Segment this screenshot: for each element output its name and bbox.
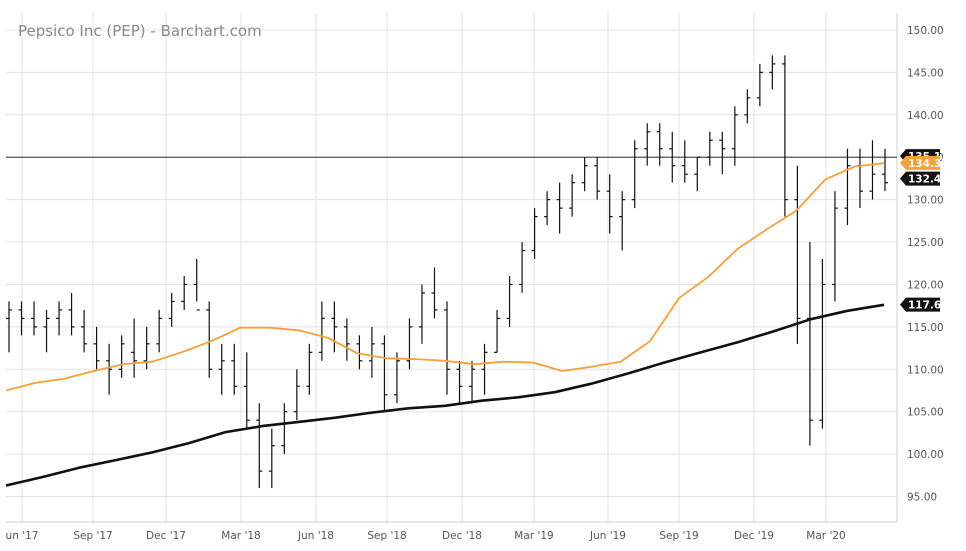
x-tick-label: un '17 — [6, 530, 39, 542]
x-tick-label: Sep '19 — [659, 530, 698, 542]
x-tick-label: Sep '18 — [367, 530, 406, 542]
moving-average-50-line — [5, 162, 885, 392]
moving-average-200-line — [5, 303, 885, 487]
price-badge — [900, 171, 940, 186]
x-tick-label: Dec '18 — [442, 530, 482, 542]
y-tick-label: 130.00 — [907, 195, 944, 207]
y-tick-label: 100.00 — [907, 449, 944, 461]
x-tick-label: Dec '17 — [146, 530, 186, 542]
y-tick-label: 145.00 — [907, 67, 944, 79]
y-tick-label: 110.00 — [907, 364, 944, 376]
price-badge — [900, 155, 940, 170]
price-badge-label: 132.47 — [908, 174, 949, 186]
x-tick-label: Jun '19 — [589, 530, 626, 542]
price-badge-label: 117.63 — [908, 300, 949, 312]
y-tick-label: 125.00 — [907, 237, 944, 249]
y-tick-label: 120.00 — [907, 279, 944, 291]
chart-title: Pepsico Inc (PEP) - Barchart.com — [18, 22, 262, 40]
y-tick-label: 140.00 — [907, 110, 944, 122]
x-tick-label: Sep '17 — [73, 530, 112, 542]
x-tick-label: Jun '18 — [297, 530, 334, 542]
y-tick-label: 105.00 — [907, 407, 944, 419]
y-tick-label: 115.00 — [907, 322, 944, 334]
x-tick-label: Mar '18 — [221, 530, 260, 542]
x-tick-label: Mar '19 — [514, 530, 553, 542]
x-tick-label: Dec '19 — [734, 530, 774, 542]
price-badge-label: 134.33 — [908, 158, 949, 170]
price-badge — [900, 297, 940, 312]
x-tick-label: Mar '20 — [806, 530, 845, 542]
y-tick-label: 95.00 — [907, 492, 937, 504]
y-tick-label: 150.00 — [907, 25, 944, 37]
